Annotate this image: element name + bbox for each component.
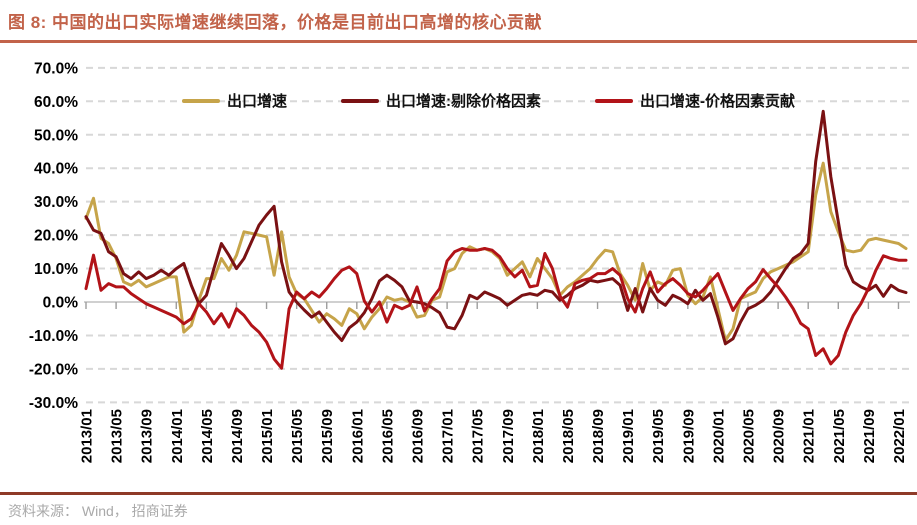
y-tick-label: 0.0%	[43, 295, 79, 312]
y-tick-label: -10.0%	[29, 328, 78, 345]
line-price-contribution	[84, 247, 908, 370]
y-tick-label: 30.0%	[34, 194, 78, 211]
x-tick-label: 2015/01	[259, 409, 276, 463]
y-tick-label: -20.0%	[29, 361, 78, 378]
x-tick-label: 2016/01	[349, 409, 366, 463]
x-tick-label: 2018/05	[560, 409, 577, 463]
x-tick-label: 2017/01	[440, 409, 457, 463]
x-tick-label: 2020/05	[741, 409, 758, 463]
x-tick-label: 2017/09	[500, 409, 517, 463]
y-tick-label: 10.0%	[34, 261, 78, 278]
x-tick-label: 2013/01	[79, 409, 96, 463]
x-tick-label: 2016/05	[379, 409, 396, 463]
x-tick-label: 2014/01	[169, 409, 186, 463]
x-tick-label: 2015/09	[319, 409, 336, 463]
x-tick-label: 2019/05	[650, 409, 667, 463]
x-tick-label: 2019/09	[680, 409, 697, 463]
chart-title: 图 8: 中国的出口实际增速继续回落，价格是目前出口高增的核心贡献	[8, 13, 543, 32]
y-tick-label: 70.0%	[34, 60, 78, 77]
y-tick-label: 50.0%	[34, 127, 78, 144]
x-tick-label: 2016/09	[410, 409, 427, 463]
x-tick-label: 2021/09	[861, 409, 878, 463]
x-tick-label: 2021/05	[831, 409, 848, 463]
x-tick-label: 2014/05	[199, 409, 216, 463]
y-tick-label: 60.0%	[34, 94, 78, 111]
line-export-growth-ex-price	[84, 109, 908, 346]
title-underline	[0, 40, 917, 43]
x-tick-label: 2020/01	[710, 409, 727, 463]
x-tick-label: 2022/01	[891, 409, 908, 463]
y-tick-label: 40.0%	[34, 161, 78, 178]
x-tick-label: 2021/01	[801, 409, 818, 463]
x-tick-label: 2013/05	[109, 409, 126, 463]
x-tick-label: 2014/09	[229, 409, 246, 463]
x-tick-label: 2013/09	[139, 409, 156, 463]
x-tick-label: 2020/09	[771, 409, 788, 463]
y-tick-label: -30.0%	[29, 395, 78, 412]
x-tick-label: 2015/05	[289, 409, 306, 463]
x-tick-label: 2017/05	[470, 409, 487, 463]
x-tick-label: 2018/09	[590, 409, 607, 463]
x-tick-label: 2019/01	[620, 409, 637, 463]
y-tick-label: 20.0%	[34, 228, 78, 245]
x-tick-label: 2018/01	[530, 409, 547, 463]
source-note: 资料来源： Wind， 招商证券	[8, 503, 188, 519]
footer-rule	[0, 492, 917, 495]
